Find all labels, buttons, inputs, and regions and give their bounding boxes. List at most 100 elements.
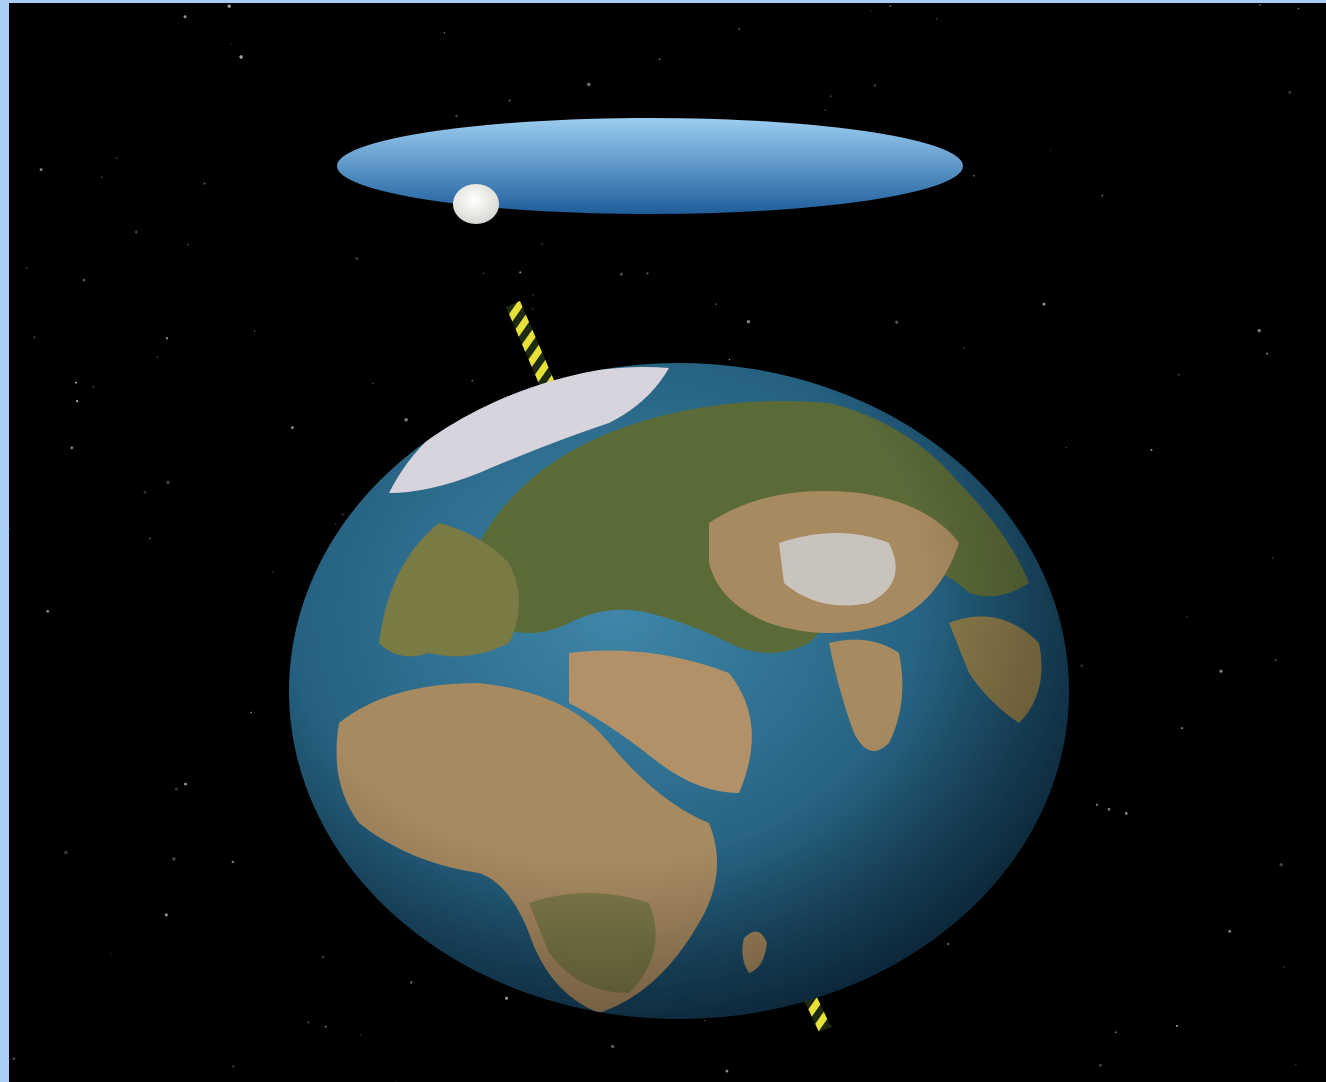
star <box>183 15 187 19</box>
star <box>873 84 877 87</box>
star <box>455 114 459 118</box>
star <box>92 385 95 388</box>
star <box>1181 727 1184 730</box>
star <box>1288 90 1292 95</box>
star <box>239 55 243 59</box>
star <box>164 913 168 917</box>
star <box>1228 929 1232 933</box>
orbit-plane-icon <box>337 118 963 214</box>
star <box>166 480 170 485</box>
star <box>186 243 190 246</box>
star <box>936 18 938 20</box>
star <box>728 358 731 361</box>
star <box>355 256 359 260</box>
star <box>39 168 43 172</box>
star <box>25 266 28 269</box>
star <box>1265 352 1269 355</box>
star <box>307 1021 310 1024</box>
star <box>1095 803 1099 807</box>
star <box>12 1057 16 1061</box>
star <box>532 308 534 310</box>
star <box>250 711 253 714</box>
star <box>203 182 206 185</box>
star <box>738 28 741 30</box>
star <box>33 335 36 339</box>
star <box>703 1019 706 1022</box>
star <box>324 1025 327 1028</box>
star <box>1178 373 1180 376</box>
frame-border-left <box>0 0 9 1082</box>
star <box>824 109 826 112</box>
star <box>342 513 344 516</box>
star <box>889 5 892 7</box>
star <box>519 271 522 274</box>
star <box>404 418 408 422</box>
star <box>1042 302 1046 306</box>
star <box>371 382 374 385</box>
star <box>156 356 159 358</box>
star <box>1065 446 1067 449</box>
star <box>1259 4 1262 6</box>
star <box>1272 557 1274 559</box>
star <box>658 58 661 61</box>
star <box>1219 669 1223 673</box>
star <box>1098 1063 1102 1067</box>
star <box>1101 194 1104 197</box>
star <box>409 981 413 984</box>
star <box>1185 615 1188 617</box>
star <box>227 4 231 8</box>
star <box>646 272 649 275</box>
star <box>394 135 396 138</box>
star <box>232 1065 235 1068</box>
star <box>443 32 446 34</box>
star <box>230 42 232 45</box>
star <box>963 347 965 349</box>
star <box>1274 659 1277 662</box>
star <box>1114 1031 1117 1034</box>
star <box>746 320 750 324</box>
star <box>271 571 274 574</box>
star <box>75 381 78 384</box>
star <box>143 490 147 494</box>
star <box>1283 966 1285 968</box>
star <box>505 996 508 1000</box>
star <box>115 157 118 159</box>
star <box>359 1034 361 1036</box>
star <box>82 278 86 282</box>
star <box>1150 448 1153 451</box>
star <box>829 95 832 98</box>
moon-icon <box>453 184 499 224</box>
star <box>482 272 485 275</box>
star <box>334 523 337 525</box>
earth-globe-icon <box>289 363 1069 1019</box>
star <box>75 400 79 403</box>
star <box>1080 664 1083 668</box>
star <box>611 1044 615 1049</box>
star <box>973 175 975 177</box>
star <box>1294 1063 1297 1066</box>
star <box>184 782 187 786</box>
star <box>1175 1024 1179 1027</box>
frame-border-top <box>0 0 1326 3</box>
star <box>70 446 74 450</box>
star <box>508 99 511 102</box>
star <box>587 82 591 87</box>
star <box>1049 149 1051 152</box>
star <box>1125 812 1128 815</box>
star <box>290 426 294 430</box>
star <box>531 293 535 297</box>
star <box>471 380 473 382</box>
star <box>46 609 50 613</box>
star <box>396 1079 398 1082</box>
star <box>322 955 325 959</box>
star <box>1257 328 1261 333</box>
star <box>619 272 623 276</box>
star <box>134 230 138 234</box>
star <box>1107 807 1111 811</box>
star <box>165 337 169 340</box>
star <box>172 857 176 861</box>
star <box>895 320 899 324</box>
star <box>64 850 68 855</box>
star <box>101 176 103 178</box>
